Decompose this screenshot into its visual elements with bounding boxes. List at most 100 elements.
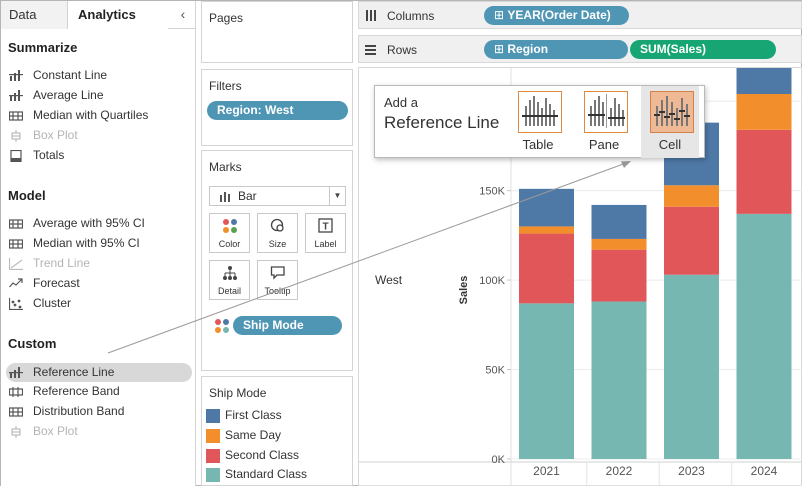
analytics-item-cluster[interactable]: Cluster [8, 294, 192, 313]
x-tick-label: 2021 [533, 464, 560, 478]
bar-segment [591, 249, 647, 302]
analytics-item-average-ci[interactable]: Average with 95% CI [8, 214, 192, 233]
median-ci-icon [9, 239, 23, 249]
forecast-icon [9, 278, 23, 288]
rows-shelf[interactable]: Rows ⊞ Region SUM(Sales) [358, 35, 802, 63]
scope-option-table[interactable]: Table [509, 86, 567, 158]
rows-pill-region[interactable]: ⊞ Region [484, 40, 628, 59]
section-summarize: Summarize [8, 40, 78, 55]
scope-option-pane[interactable]: Pane [575, 86, 633, 158]
rows-label: Rows [387, 43, 418, 57]
bar-segment [519, 303, 574, 459]
scope-option-label: Pane [588, 137, 620, 152]
bar-segment [519, 226, 574, 234]
analytics-item-constant-line[interactable]: Constant Line [8, 66, 192, 85]
bar-chart-icon [220, 192, 230, 202]
mark-type-dropdown[interactable]: Bar ▼ [209, 186, 346, 206]
bar-segment [591, 301, 647, 459]
legend-swatch [206, 449, 220, 463]
constant-line-icon [9, 70, 23, 81]
bar-segment [519, 188, 574, 227]
legend-label: Same Day [225, 428, 282, 442]
plus-box-icon[interactable]: ⊞ [494, 8, 508, 22]
bar-segment [736, 213, 792, 459]
scope-option-cell[interactable]: Cell [641, 86, 699, 158]
filters-title: Filters [209, 79, 242, 93]
marks-title: Marks [209, 160, 242, 174]
scope-option-label: Cell [658, 137, 682, 152]
mark-type-label: Bar [238, 189, 257, 203]
legend-label: First Class [225, 408, 282, 422]
rows-pill-sum-sales[interactable]: SUM(Sales) [630, 40, 776, 59]
tab-analytics[interactable]: Analytics [68, 1, 168, 29]
bar-segment [736, 129, 792, 214]
y-tick-label: 100K [479, 275, 505, 287]
pane-scope-icon [584, 91, 628, 133]
color-legend: Ship Mode First Class Same Day Second Cl… [201, 376, 353, 486]
distribution-band-icon [9, 407, 23, 417]
row-header-west: West [375, 273, 403, 287]
add-reference-line-popup: Add a Reference Line Table Pane Cell [374, 85, 705, 158]
detail-icon [223, 266, 237, 280]
legend-swatch [206, 409, 220, 423]
marks-tooltip-button[interactable]: Tooltip [257, 260, 298, 300]
legend-title: Ship Mode [209, 386, 267, 400]
analytics-item-median-ci[interactable]: Median with 95% CI [8, 234, 192, 253]
analytics-item-label: Forecast [33, 276, 80, 290]
bar-segment [736, 0, 792, 95]
bar-segment [664, 274, 719, 459]
plus-box-icon[interactable]: ⊞ [494, 42, 508, 56]
legend-label: Standard Class [225, 467, 308, 481]
analytics-item-reference-line[interactable]: Reference Line [6, 363, 192, 382]
pages-title: Pages [209, 11, 244, 25]
filter-pill-region[interactable]: Region: West [207, 101, 348, 120]
analytics-item-label: Reference Line [33, 365, 115, 379]
analytics-item-label: Totals [33, 148, 65, 162]
chevron-down-icon[interactable]: ▼ [329, 187, 345, 205]
analytics-item-label: Median with Quartiles [33, 108, 149, 122]
analytics-item-label: Box Plot [33, 424, 78, 438]
marks-button-label: Label [314, 239, 337, 249]
analytics-item-forecast[interactable]: Forecast [8, 274, 192, 293]
marks-detail-button[interactable]: Detail [209, 260, 250, 300]
legend-swatch [206, 429, 220, 443]
columns-shelf[interactable]: Columns ⊞ YEAR(Order Date) [358, 1, 802, 29]
analytics-item-label: Constant Line [33, 68, 108, 82]
analytics-item-median-quartiles[interactable]: Median with Quartiles [8, 106, 192, 125]
analytics-item-totals[interactable]: Totals [8, 146, 192, 165]
filters-card[interactable]: Filters Region: West [201, 69, 353, 146]
analytics-item-box-plot[interactable]: Box Plot [8, 422, 192, 441]
analytics-item-label: Box Plot [33, 128, 78, 142]
analytics-item-label: Reference Band [33, 384, 120, 398]
analytics-item-trend-line[interactable]: Trend Line [8, 254, 192, 273]
tooltip-icon [270, 266, 285, 280]
marks-button-label: Color [218, 239, 241, 249]
analytics-item-distribution-band[interactable]: Distribution Band [8, 402, 192, 421]
popup-title-line2: Reference Line [384, 113, 500, 132]
analytics-item-reference-band[interactable]: Reference Band [8, 382, 192, 401]
marks-color-button[interactable]: Color [209, 213, 250, 253]
color-icon [215, 319, 229, 333]
marks-pill-ship-mode[interactable]: Ship Mode [233, 316, 342, 335]
x-tick-label: 2024 [751, 464, 778, 478]
rows-icon [365, 45, 376, 55]
analytics-item-box-plot[interactable]: Box Plot [8, 126, 192, 145]
chevron-left-icon[interactable]: ‹ [180, 6, 186, 22]
analytics-item-label: Average with 95% CI [33, 216, 145, 230]
bar-segment [519, 233, 574, 304]
label-icon: T [318, 218, 333, 233]
analytics-item-average-line[interactable]: Average Line [8, 86, 192, 105]
analytics-item-label: Average Line [33, 88, 104, 102]
marks-size-button[interactable]: Size [257, 213, 298, 253]
trend-line-icon [9, 258, 23, 270]
y-tick-label: 50K [485, 365, 505, 377]
tab-data[interactable]: Data [1, 1, 68, 29]
analytics-item-label: Cluster [33, 296, 72, 310]
analytics-pane: Data Analytics ‹ Summarize Constant Line… [1, 1, 196, 486]
marks-label-button[interactable]: T Label [305, 213, 346, 253]
columns-pill-year[interactable]: ⊞ YEAR(Order Date) [484, 6, 629, 25]
average-line-icon [9, 90, 23, 101]
pill-label: YEAR(Order Date) [507, 8, 611, 22]
pages-card[interactable]: Pages [201, 1, 353, 63]
